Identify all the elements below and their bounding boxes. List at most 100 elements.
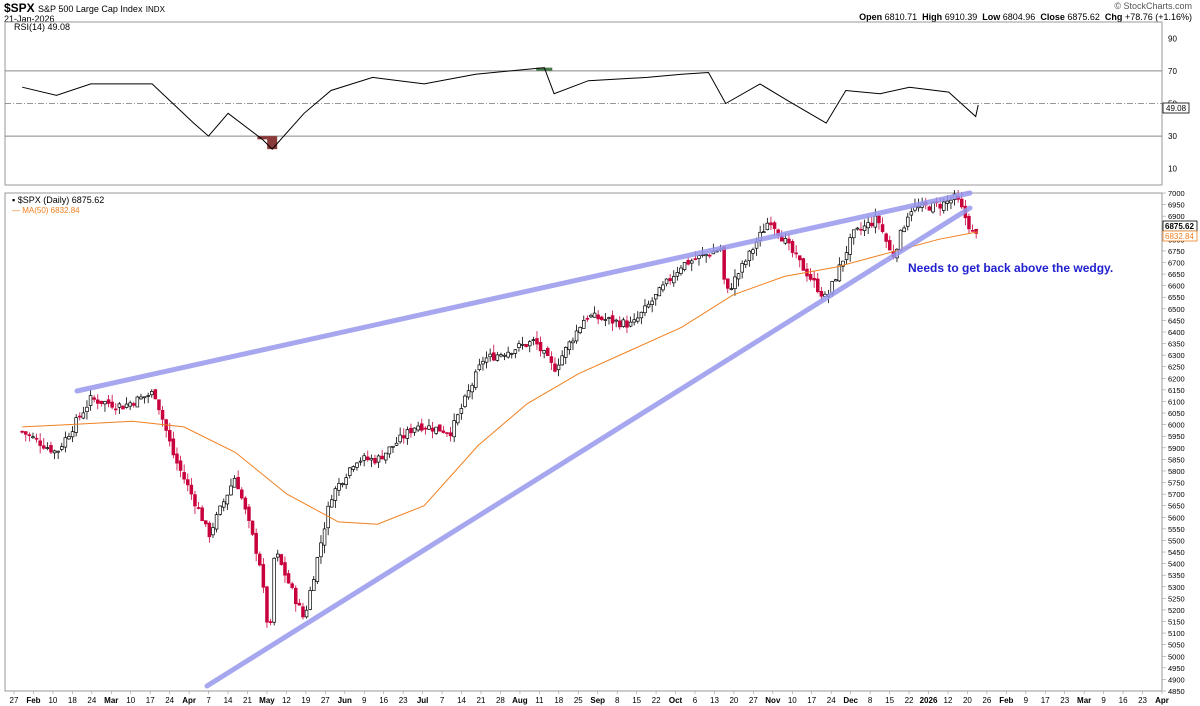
candle-body — [56, 450, 60, 453]
candle-body — [340, 483, 345, 486]
price-tick-label: 6750 — [1168, 247, 1185, 256]
x-tick-label: 27 — [749, 696, 758, 705]
candle-body — [168, 430, 172, 442]
x-tick-label: Nov — [765, 696, 781, 705]
candle-body — [884, 233, 888, 242]
candle-body — [686, 259, 690, 265]
price-tick-label: 5300 — [1168, 583, 1185, 592]
candle-body — [236, 476, 240, 490]
candle-body — [481, 360, 485, 365]
x-tick-label: 18 — [68, 696, 77, 705]
candle-body — [452, 420, 456, 438]
x-tick-label: 21 — [477, 696, 486, 705]
candle-body — [196, 507, 201, 509]
candle-body — [268, 621, 273, 623]
watermark: © StockCharts.com — [1114, 1, 1192, 11]
price-tick-label: 6150 — [1168, 386, 1185, 395]
x-tick-label: 9 — [362, 696, 367, 705]
candle-body — [636, 317, 640, 322]
candle-body — [798, 255, 802, 261]
high-value: 6910.39 — [944, 12, 978, 22]
symbol: $SPX — [4, 1, 35, 15]
x-tick-label: May — [259, 696, 275, 705]
price-tick-label: 4850 — [1168, 687, 1185, 696]
candle-body — [232, 478, 237, 488]
candle-body — [142, 396, 147, 399]
candle-body — [542, 350, 546, 354]
candle-body — [254, 532, 258, 554]
candle-body — [459, 408, 464, 414]
candle-body — [207, 522, 212, 538]
candle-body — [740, 263, 744, 273]
price-tick-label: 5200 — [1168, 606, 1185, 615]
candle-body — [204, 520, 208, 525]
candle-body — [135, 396, 140, 408]
rsi-fills — [257, 67, 553, 150]
candle-body — [312, 579, 316, 592]
price-tick-label: 5450 — [1168, 548, 1185, 557]
candle-body — [783, 238, 788, 244]
x-tick-label: 12 — [282, 696, 291, 705]
x-tick-label: Aug — [512, 696, 528, 705]
price-tick-label: 6950 — [1168, 201, 1185, 210]
candle-body — [240, 489, 244, 499]
price-tick-label: 5800 — [1168, 467, 1185, 476]
candle-body — [441, 430, 446, 433]
candle-body — [751, 249, 755, 254]
candle-body — [704, 254, 708, 257]
rsi-label: RSI(14) 49.08 — [14, 22, 70, 32]
x-tick-label: 11 — [535, 696, 544, 705]
candle-body — [906, 216, 910, 227]
candle-body — [859, 228, 863, 231]
candle-body — [812, 277, 816, 281]
candle-body — [578, 327, 582, 334]
price-panel: 7000695069006850680067506700665066006550… — [4, 189, 1198, 696]
candle-body — [790, 241, 795, 253]
candle-body — [362, 455, 366, 461]
candle-body — [646, 303, 651, 308]
candlesticks — [20, 190, 978, 628]
rsi-overbought-fill — [536, 67, 553, 71]
candle-body — [589, 314, 593, 318]
candle-body — [193, 494, 197, 507]
candle-body — [970, 230, 975, 232]
candle-body — [848, 237, 852, 255]
x-tick-label: 10 — [788, 696, 797, 705]
candle-body — [474, 371, 478, 388]
candle-body — [517, 343, 521, 348]
candle-body — [492, 352, 496, 361]
price-tick-label: 6050 — [1168, 409, 1185, 418]
price-tick-label: 6650 — [1168, 270, 1185, 279]
candle-body — [520, 343, 525, 346]
candle-body — [34, 437, 39, 440]
candle-body — [902, 227, 906, 233]
candle-body — [769, 222, 773, 226]
candle-body — [898, 229, 903, 251]
price-tick-label: 5100 — [1168, 629, 1185, 638]
price-tick-label: 6900 — [1168, 212, 1185, 221]
x-tick-label: 23 — [399, 696, 408, 705]
candle-body — [297, 602, 302, 606]
candle-body — [499, 354, 503, 357]
candle-body — [128, 402, 132, 407]
candle-body — [290, 583, 294, 588]
rsi-oversold-fill — [267, 136, 278, 150]
candle-body — [222, 501, 226, 508]
candle-body — [405, 429, 410, 439]
candle-body — [708, 254, 712, 257]
candle-body — [866, 222, 870, 229]
candle-body — [99, 400, 104, 404]
price-tick-label: 5950 — [1168, 432, 1185, 441]
candle-body — [430, 427, 435, 432]
candle-body — [175, 453, 179, 464]
candle-body — [744, 260, 748, 266]
candle-body — [506, 351, 510, 358]
candle-body — [618, 320, 622, 328]
x-tick-label: 27 — [10, 696, 19, 705]
candle-body — [967, 215, 971, 230]
candle-body — [657, 287, 662, 297]
candle-body — [668, 278, 672, 282]
price-tick-label: 6000 — [1168, 421, 1185, 430]
candle-body — [45, 447, 50, 449]
price-tick-label: 5050 — [1168, 641, 1185, 650]
